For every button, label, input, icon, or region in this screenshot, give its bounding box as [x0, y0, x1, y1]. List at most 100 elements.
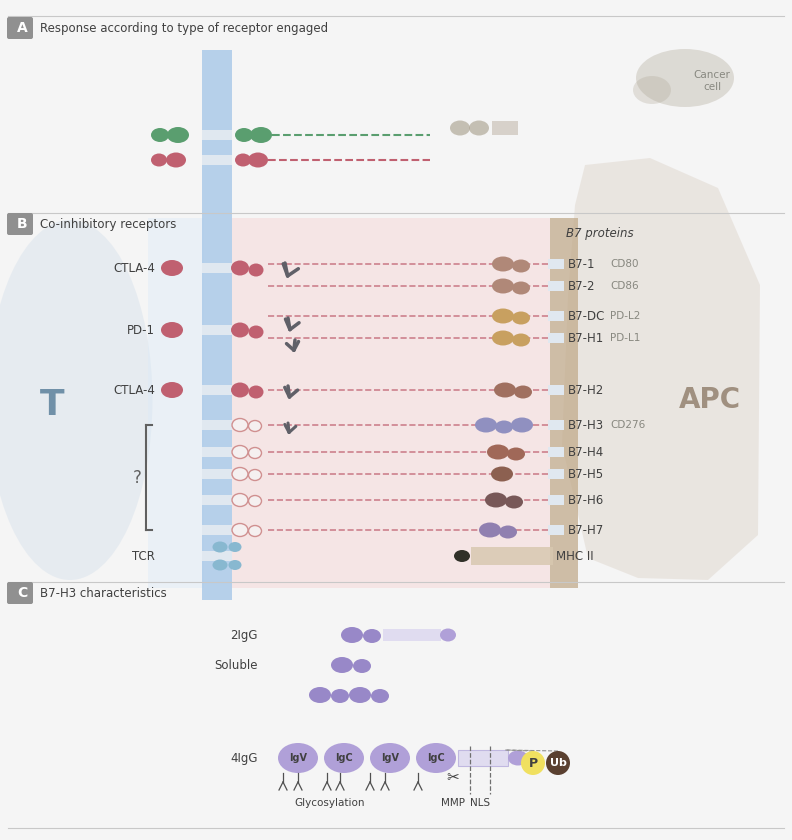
Ellipse shape [440, 628, 456, 642]
Text: CTLA-4: CTLA-4 [113, 261, 155, 275]
Bar [202, 130, 232, 140]
Ellipse shape [512, 312, 530, 324]
Ellipse shape [249, 325, 264, 339]
Bar [202, 447, 232, 457]
Bar [548, 259, 564, 269]
Text: APC: APC [679, 386, 741, 414]
Text: CD86: CD86 [610, 281, 638, 291]
Ellipse shape [232, 523, 248, 537]
Ellipse shape [151, 154, 167, 166]
Ellipse shape [546, 751, 570, 775]
Bar [202, 155, 232, 165]
FancyBboxPatch shape [7, 17, 33, 39]
Ellipse shape [324, 743, 364, 773]
Ellipse shape [353, 659, 371, 673]
Bar [202, 420, 232, 430]
Text: B7-2: B7-2 [568, 280, 596, 292]
Text: B7-H1: B7-H1 [568, 332, 604, 344]
Bar [548, 385, 564, 395]
Ellipse shape [249, 264, 264, 276]
Bar [148, 218, 204, 588]
Ellipse shape [161, 260, 183, 276]
Ellipse shape [232, 468, 248, 480]
Polygon shape [562, 158, 760, 580]
Ellipse shape [512, 281, 530, 295]
Ellipse shape [494, 382, 516, 397]
Bar [202, 525, 232, 535]
Ellipse shape [229, 560, 242, 570]
Text: NLS: NLS [470, 798, 490, 808]
Ellipse shape [0, 220, 153, 580]
Ellipse shape [521, 751, 545, 775]
Text: CD80: CD80 [610, 259, 638, 269]
Text: ✂: ✂ [447, 770, 459, 785]
Ellipse shape [331, 657, 353, 673]
Ellipse shape [485, 492, 507, 507]
Ellipse shape [331, 689, 349, 703]
Bar [548, 333, 564, 343]
Ellipse shape [248, 153, 268, 167]
Ellipse shape [249, 526, 261, 537]
Ellipse shape [475, 417, 497, 433]
Bar [202, 469, 232, 479]
Text: Cancer
cell: Cancer cell [694, 70, 730, 92]
Ellipse shape [454, 550, 470, 562]
Bar [202, 495, 232, 505]
Text: T: T [40, 388, 64, 422]
Bar [202, 385, 232, 395]
Ellipse shape [161, 322, 183, 338]
Text: ?: ? [133, 469, 142, 486]
Bar [550, 218, 578, 588]
Text: B7-H6: B7-H6 [568, 494, 604, 507]
Ellipse shape [229, 542, 242, 552]
Ellipse shape [495, 421, 513, 433]
Ellipse shape [278, 743, 318, 773]
Text: B7-H4: B7-H4 [568, 445, 604, 459]
Ellipse shape [450, 120, 470, 135]
Ellipse shape [492, 330, 514, 345]
Text: MMP: MMP [441, 798, 465, 808]
Text: A: A [17, 21, 28, 35]
Bar [232, 218, 550, 588]
Ellipse shape [469, 120, 489, 135]
Ellipse shape [491, 466, 513, 481]
Text: 2IgG: 2IgG [230, 628, 258, 642]
Ellipse shape [487, 444, 509, 459]
Text: C: C [17, 586, 27, 600]
Text: IgV: IgV [381, 753, 399, 763]
Bar [202, 263, 232, 273]
Ellipse shape [249, 448, 261, 459]
Ellipse shape [505, 496, 523, 508]
Ellipse shape [232, 445, 248, 459]
Bar [548, 420, 564, 430]
Bar [202, 325, 232, 335]
Ellipse shape [212, 559, 227, 570]
Bar [548, 495, 564, 505]
Ellipse shape [232, 494, 248, 507]
Ellipse shape [416, 743, 456, 773]
Text: B7-DC: B7-DC [568, 309, 605, 323]
Text: B: B [17, 217, 27, 231]
Text: CD276: CD276 [610, 420, 645, 430]
Ellipse shape [636, 49, 734, 107]
Ellipse shape [235, 128, 253, 142]
Text: IgC: IgC [427, 753, 445, 763]
Ellipse shape [499, 526, 517, 538]
Ellipse shape [508, 750, 528, 765]
Bar [202, 551, 232, 561]
Text: MHC II: MHC II [556, 549, 594, 563]
Bar [548, 281, 564, 291]
Ellipse shape [309, 687, 331, 703]
Ellipse shape [511, 417, 533, 433]
Ellipse shape [250, 127, 272, 143]
Bar [471, 547, 553, 565]
Text: PD-1: PD-1 [127, 323, 155, 337]
Ellipse shape [161, 382, 183, 398]
Text: Soluble: Soluble [215, 659, 258, 671]
Text: PD-L2: PD-L2 [610, 311, 641, 321]
Text: B7-H2: B7-H2 [568, 384, 604, 396]
Ellipse shape [231, 323, 249, 338]
FancyBboxPatch shape [7, 213, 33, 235]
Ellipse shape [479, 522, 501, 538]
Bar [548, 311, 564, 321]
